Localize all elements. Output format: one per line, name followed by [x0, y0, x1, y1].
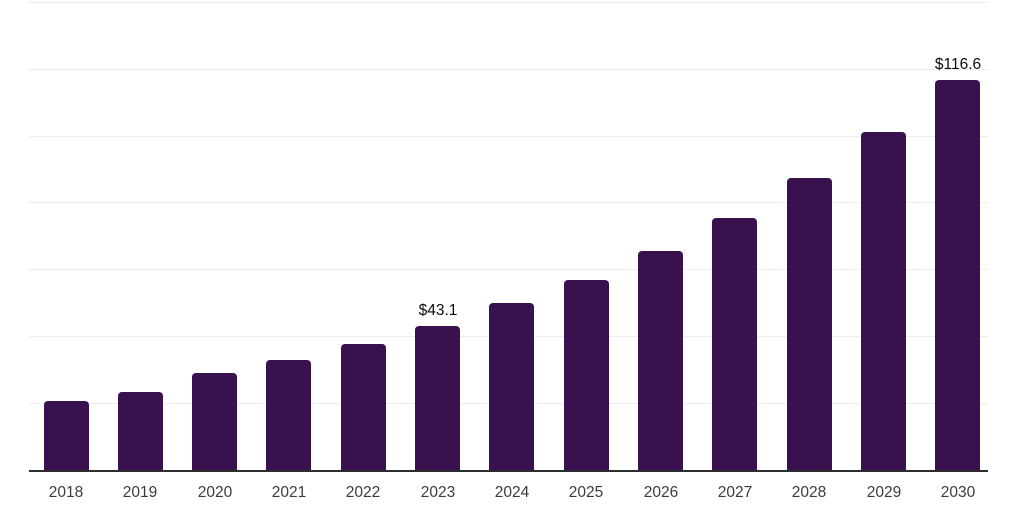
x-tick-label-2026: 2026	[643, 484, 679, 501]
data-label-2023: $43.1	[418, 302, 458, 319]
bar-2024	[489, 303, 534, 470]
bar-2026	[638, 251, 683, 470]
bar-2018	[44, 401, 89, 470]
x-tick-label-2020: 2020	[197, 484, 233, 501]
x-tick-label-2018: 2018	[48, 484, 84, 501]
x-tick-label-2024: 2024	[494, 484, 530, 501]
x-tick-label-2030: 2030	[940, 484, 976, 501]
gridline-140	[29, 2, 988, 3]
bar-2022	[341, 344, 386, 470]
x-tick-label-2028: 2028	[791, 484, 827, 501]
x-tick-label-2029: 2029	[866, 484, 902, 501]
gridline-120	[29, 69, 988, 70]
data-label-2030: $116.6	[934, 56, 982, 73]
bar-2019	[118, 392, 163, 470]
bar-2023	[415, 326, 460, 470]
gridline-100	[29, 136, 988, 137]
bar-2029	[861, 132, 906, 470]
bar-2025	[564, 280, 609, 470]
gridline-80	[29, 202, 988, 203]
x-tick-label-2023: 2023	[420, 484, 456, 501]
bar-2021	[266, 360, 311, 470]
x-tick-label-2019: 2019	[122, 484, 158, 501]
bar-2020	[192, 373, 237, 470]
x-tick-label-2021: 2021	[271, 484, 307, 501]
bar-2027	[712, 218, 757, 470]
x-tick-label-2025: 2025	[568, 484, 604, 501]
bar-2028	[787, 178, 832, 470]
gridline-60	[29, 269, 988, 270]
x-tick-label-2022: 2022	[345, 484, 381, 501]
bar-2030	[935, 80, 980, 470]
x-tick-label-2027: 2027	[717, 484, 753, 501]
x-axis-line	[29, 470, 988, 472]
